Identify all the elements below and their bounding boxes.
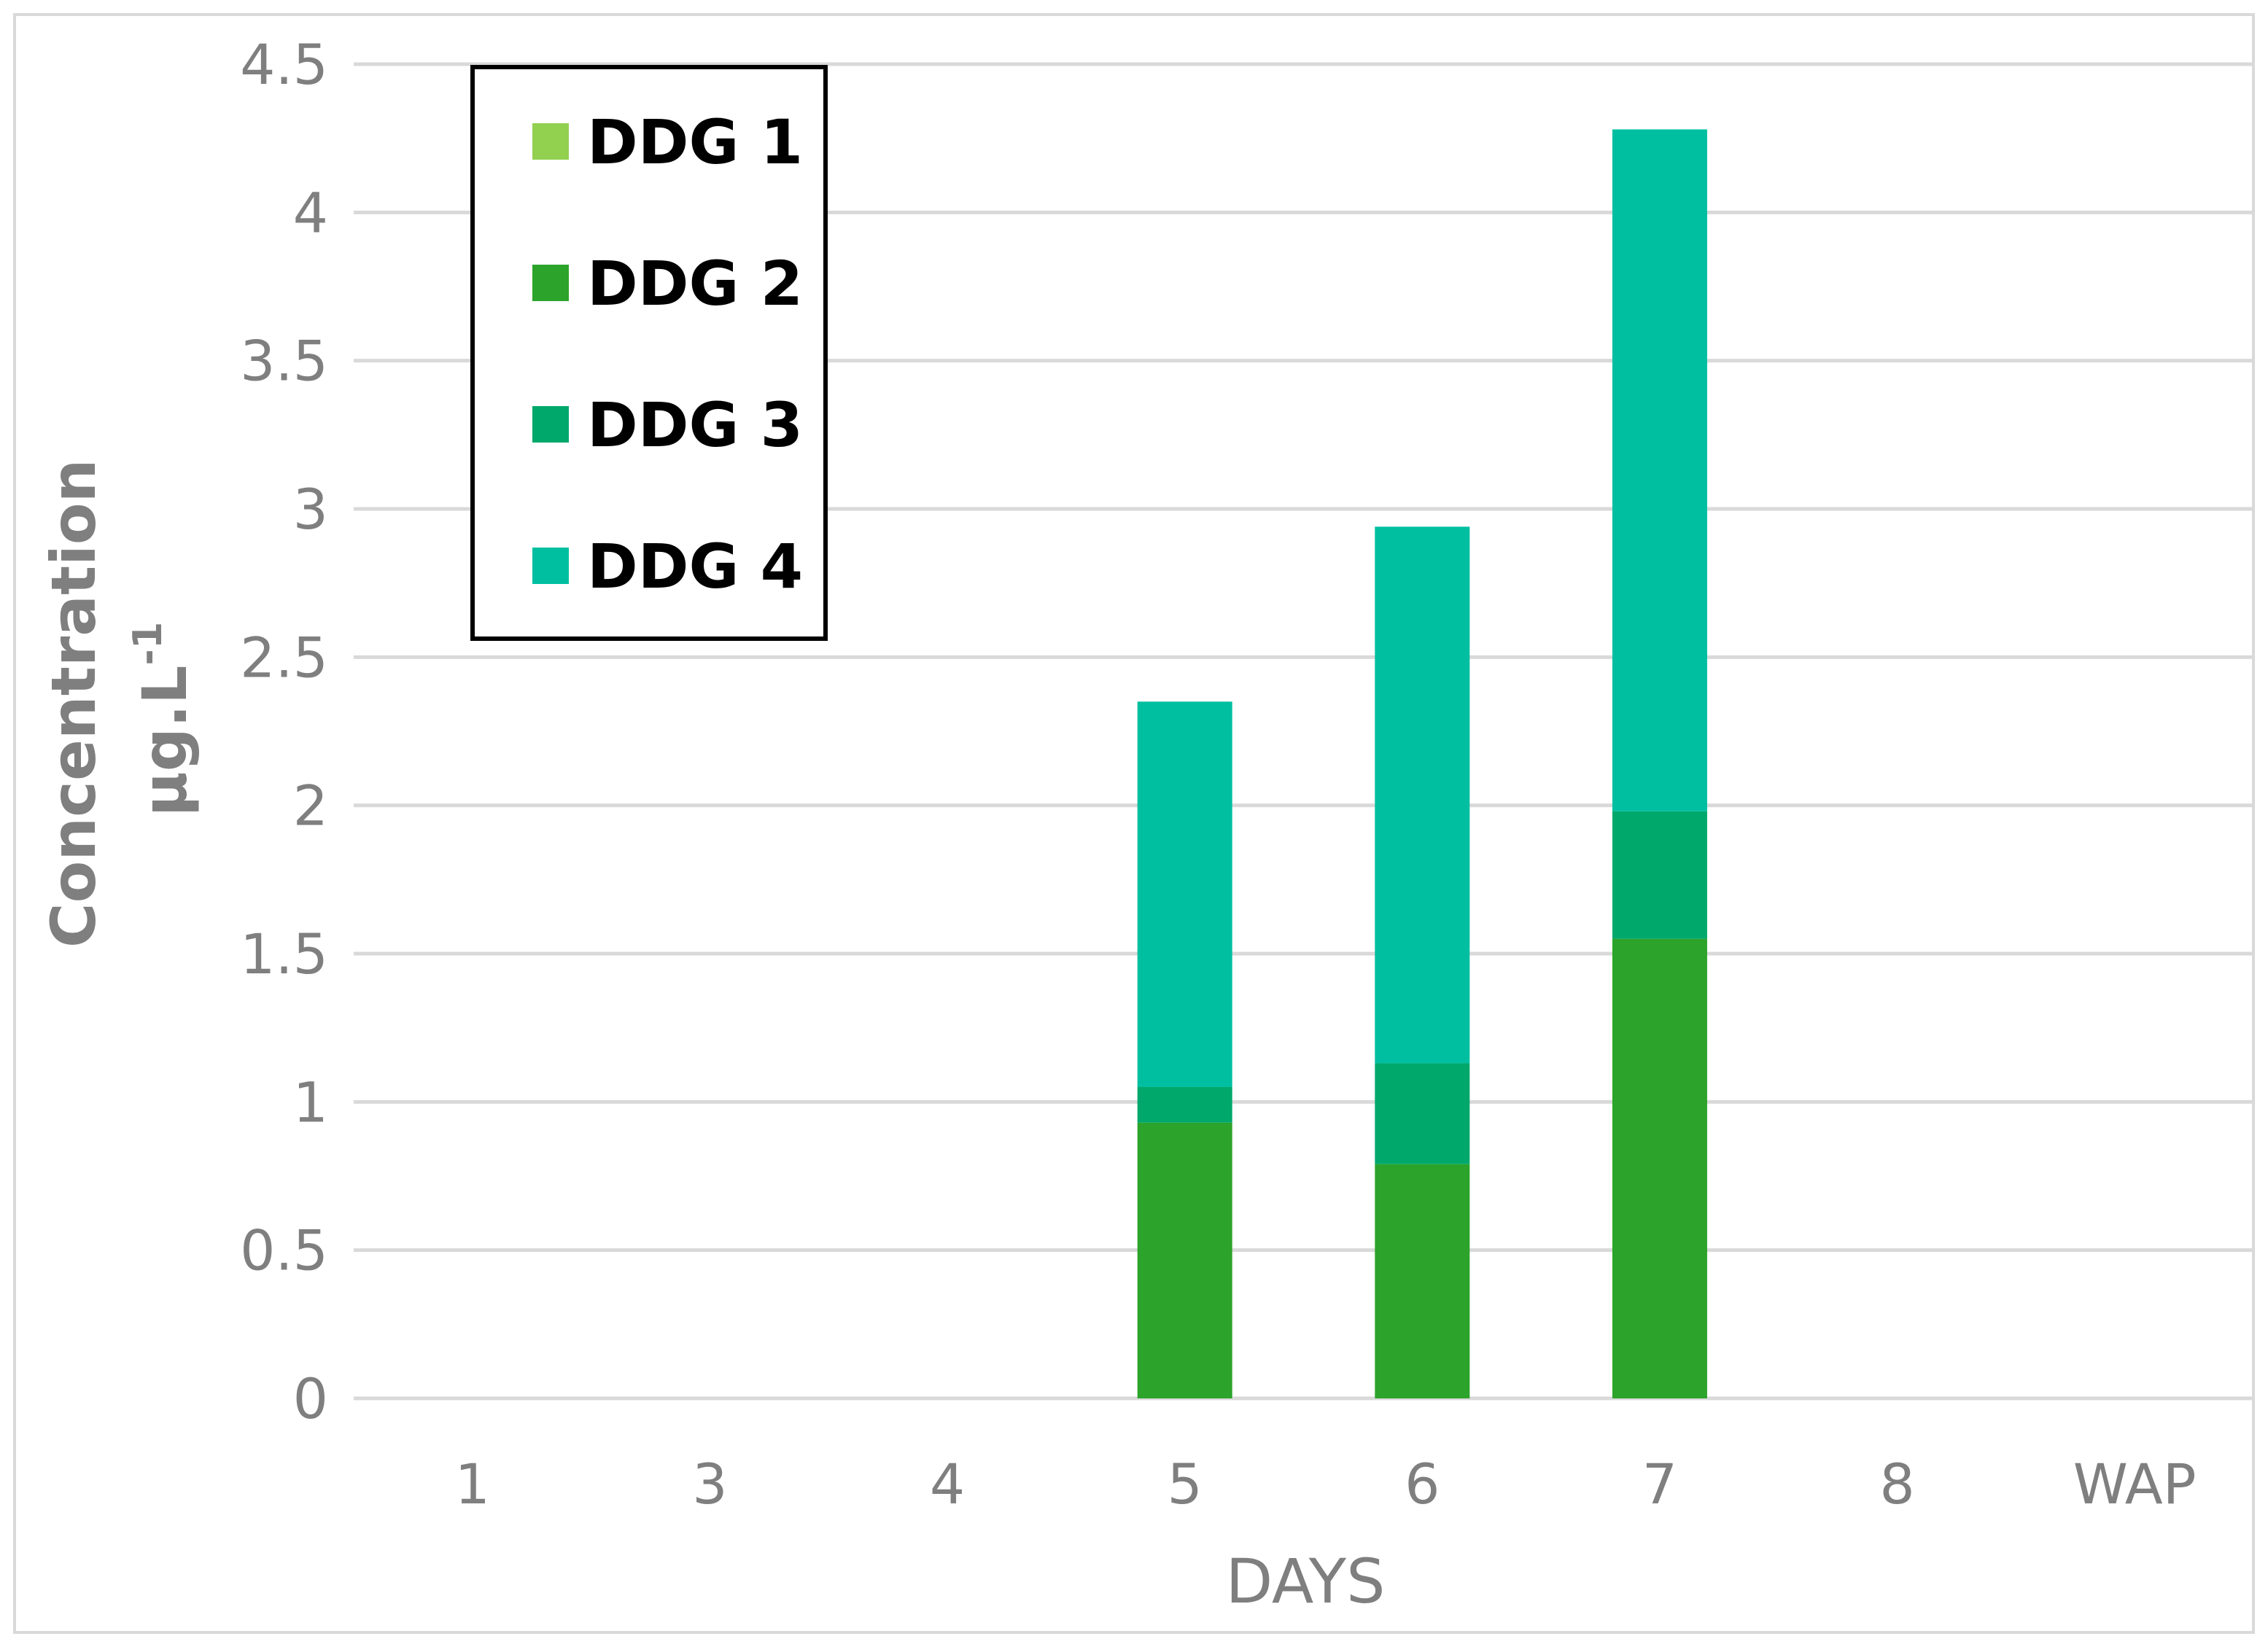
y-tick-label: 2 [293, 774, 328, 838]
y-axis-title-main: Concentration [38, 459, 109, 948]
y-tick-label: 4 [293, 180, 328, 245]
x-axis-ticks: 1 3 4 5 6 7 8 WAP [455, 1452, 2197, 1516]
y-tick-label: 3.5 [240, 329, 328, 394]
x-tick-label: WAP [2073, 1452, 2197, 1516]
bar-segment [1137, 1087, 1232, 1123]
y-axis-title: Concentration [38, 459, 109, 948]
bar-segment [1612, 811, 1707, 939]
legend-label: DDG 1 [587, 106, 803, 178]
legend-swatch [532, 406, 569, 443]
bar-segment [1612, 938, 1707, 1398]
legend-swatch [532, 265, 569, 301]
x-axis-title: DAYS [1226, 1546, 1386, 1617]
y-axis-unit-superscript: -1 [125, 622, 171, 666]
legend-label: DDG 2 [587, 248, 803, 319]
y-tick-label: 0.5 [240, 1218, 328, 1283]
legend-items: DDG 1 DDG 2 DDG 3 DDG 4 [532, 106, 803, 602]
legend-label: DDG 4 [587, 531, 803, 602]
y-axis-unit-base: µg.L [129, 666, 201, 817]
y-tick-label: 4.5 [240, 32, 328, 97]
legend-box [470, 65, 828, 641]
y-tick-label: 2.5 [240, 625, 328, 690]
x-tick-label: 6 [1405, 1452, 1440, 1516]
y-axis-unit: µg.L-1 [125, 622, 201, 817]
x-tick-label: 1 [455, 1452, 490, 1516]
x-tick-label: 4 [930, 1452, 965, 1516]
bars [1137, 129, 1707, 1398]
y-tick-label: 0 [293, 1366, 328, 1431]
legend-label: DDG 3 [587, 389, 803, 461]
x-tick-label: 8 [1879, 1452, 1914, 1516]
x-tick-label: 3 [692, 1452, 727, 1516]
legend-swatch [532, 548, 569, 584]
bar-segment [1375, 526, 1470, 1064]
bar-segment [1375, 1063, 1470, 1164]
x-tick-label: 5 [1168, 1452, 1203, 1516]
bar-segment [1375, 1164, 1470, 1398]
legend-swatch [532, 123, 569, 160]
bar-segment [1137, 701, 1232, 1087]
y-axis-ticks: 0 0.5 1 1.5 2 2.5 3 3.5 4 4.5 [240, 32, 328, 1431]
chart-border [13, 13, 2255, 1634]
y-tick-label: 1.5 [240, 922, 328, 986]
bar-segment [1137, 1122, 1232, 1398]
y-tick-label: 1 [293, 1070, 328, 1134]
bar-segment [1612, 129, 1707, 811]
y-tick-label: 3 [293, 477, 328, 542]
y-axis-unit-text: µg.L-1 [125, 622, 201, 817]
legend: DDG 1 DDG 2 DDG 3 DDG 4 [470, 65, 828, 641]
x-tick-label: 7 [1642, 1452, 1677, 1516]
